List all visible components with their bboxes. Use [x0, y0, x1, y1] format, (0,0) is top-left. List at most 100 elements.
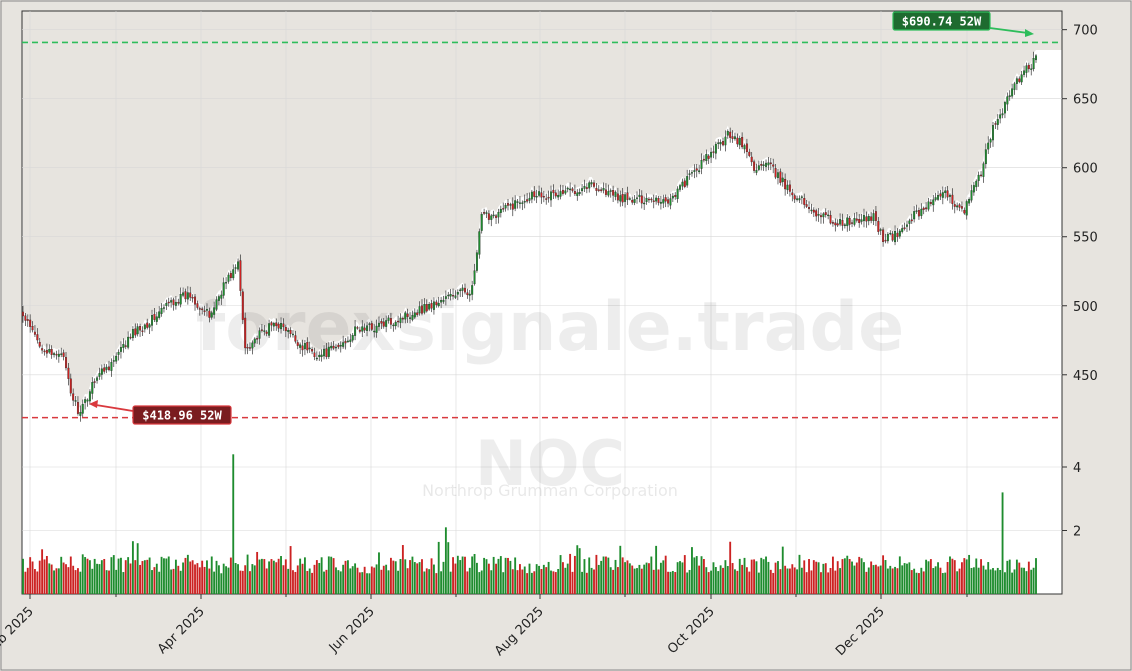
volume-bar [153, 567, 156, 594]
volume-bar [363, 566, 366, 594]
low-52w-badge [132, 405, 232, 425]
candle-body [521, 202, 524, 204]
candle-body [487, 213, 490, 220]
candle-body [843, 224, 846, 227]
candle-body [65, 357, 67, 369]
candle-body [595, 188, 598, 191]
candle-body [707, 155, 710, 159]
volume-bar [965, 559, 968, 594]
volume-bar [975, 558, 978, 594]
candle-body [662, 199, 665, 204]
volume-bar [289, 546, 292, 594]
volume-bar [48, 563, 51, 594]
volume-bar [860, 558, 863, 594]
volume-bar [413, 562, 416, 594]
volume-bar [351, 566, 354, 594]
candle-body [547, 196, 550, 199]
volume-bar [545, 567, 548, 594]
volume-bar [378, 552, 380, 594]
volume-bar [865, 571, 868, 594]
volume-bar [313, 564, 316, 594]
candle-body [657, 198, 660, 203]
candle-body [385, 320, 388, 327]
volume-bar [428, 569, 431, 594]
candle-body [509, 204, 512, 206]
candle-body [280, 323, 283, 330]
volume-bar [301, 563, 304, 594]
volume-bar [170, 569, 173, 594]
volume-bar [143, 560, 146, 594]
volume-bar [318, 562, 321, 594]
candle-body [284, 327, 287, 332]
volume-bar [380, 569, 383, 594]
volume-bar [385, 564, 388, 594]
candle-body [518, 202, 521, 204]
volume-bar [578, 548, 581, 594]
candle-body [162, 307, 165, 309]
volume-bar [423, 571, 426, 594]
volume-bar [583, 559, 586, 594]
candle-body [294, 335, 297, 342]
candle-body [227, 274, 230, 282]
volume-bar [397, 570, 400, 594]
candle-body [941, 192, 944, 198]
candle-body [1011, 88, 1014, 97]
volume-bar [552, 571, 555, 594]
volume-bar [798, 554, 801, 594]
candle-body [951, 194, 954, 204]
volume-bar [588, 557, 591, 594]
candle-body [836, 223, 839, 226]
volume-bar [631, 565, 634, 594]
candle-body [222, 282, 225, 296]
volume-bar [1006, 560, 1009, 594]
candle-body [220, 294, 223, 299]
volume-bar [272, 560, 275, 594]
volume-bar [932, 568, 935, 594]
candle-body [447, 294, 450, 297]
volume-bar [103, 558, 106, 594]
volume-bar [165, 558, 168, 594]
candlesticks [22, 51, 1037, 422]
candle-body [970, 190, 973, 201]
volume-tick-label: 4 [1073, 461, 1081, 476]
candle-body [526, 199, 529, 202]
candle-body [428, 304, 431, 310]
volume-bar [141, 561, 144, 594]
volume-bar [843, 558, 846, 594]
volume-bar [287, 568, 290, 594]
volume-bar [972, 567, 975, 594]
volume-bar [657, 569, 660, 594]
candle-body [693, 170, 696, 172]
candle-body [593, 182, 595, 187]
candle-body [471, 285, 474, 295]
volume-bar [614, 559, 617, 594]
volume-bar [841, 559, 844, 594]
volume-bar [91, 568, 94, 594]
candle-body [628, 198, 631, 200]
candle-body [43, 350, 46, 353]
volume-bar [112, 555, 115, 594]
candle-body [810, 209, 813, 212]
watermark-site: forexsignale.trade [196, 288, 905, 367]
candle-body [631, 199, 634, 203]
candle-body [980, 174, 983, 177]
candle-body [449, 294, 452, 297]
candle-body [435, 301, 438, 306]
volume-bar [105, 570, 108, 594]
candle-body [246, 347, 249, 349]
volume-bar [941, 573, 944, 594]
volume-bar [370, 566, 373, 594]
candle-body [198, 308, 201, 310]
volume-bar [184, 557, 187, 594]
candle-body [174, 301, 177, 306]
candle-body [705, 154, 708, 162]
volume-bar [992, 568, 994, 594]
volume-bar [495, 563, 497, 594]
volume-bar [459, 560, 462, 594]
candle-body [968, 199, 971, 204]
volume-bar [483, 557, 486, 594]
volume-bar [444, 527, 447, 594]
candle-body [714, 143, 717, 154]
volume-bar [194, 564, 196, 594]
volume-bar [898, 556, 901, 594]
